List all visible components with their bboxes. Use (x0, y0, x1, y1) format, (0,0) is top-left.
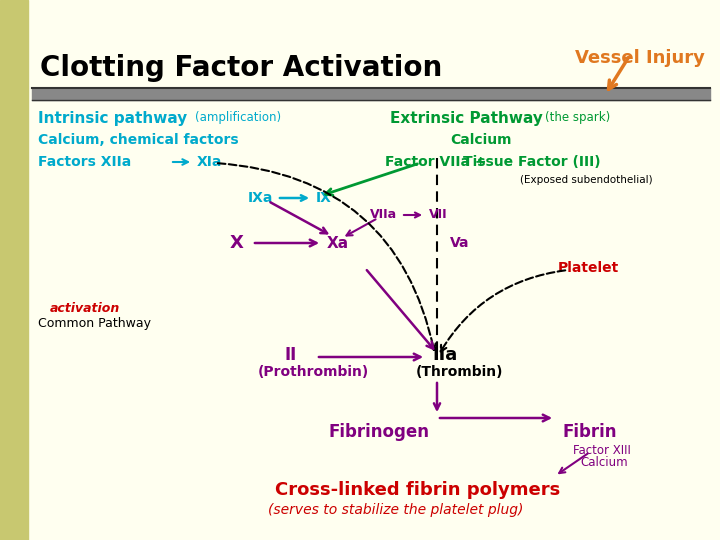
Text: VII: VII (429, 208, 448, 221)
Text: Fibrinogen: Fibrinogen (328, 423, 429, 441)
Text: Factor XIII: Factor XIII (573, 443, 631, 456)
Text: Calcium, chemical factors: Calcium, chemical factors (38, 133, 238, 147)
Text: Calcium: Calcium (580, 456, 628, 469)
Text: Vessel Injury: Vessel Injury (575, 49, 705, 67)
Text: Common Pathway: Common Pathway (38, 316, 151, 329)
Text: Fibrin: Fibrin (563, 423, 618, 441)
Text: (Prothrombin): (Prothrombin) (258, 365, 369, 379)
Text: Tissue Factor (III): Tissue Factor (III) (463, 155, 600, 169)
Text: Xa: Xa (327, 235, 349, 251)
Text: VIIa: VIIa (370, 208, 397, 221)
Text: IXa: IXa (248, 191, 274, 205)
Text: IX: IX (316, 191, 332, 205)
Text: (Thrombin): (Thrombin) (416, 365, 503, 379)
Text: activation: activation (50, 301, 120, 314)
Text: X: X (230, 234, 244, 252)
Text: Extrinsic Pathway: Extrinsic Pathway (390, 111, 543, 125)
Text: (the spark): (the spark) (545, 111, 611, 125)
Text: Va: Va (450, 236, 469, 250)
Text: XIa: XIa (197, 155, 222, 169)
Text: Factors XIIa: Factors XIIa (38, 155, 131, 169)
Text: Factor VIIa +: Factor VIIa + (385, 155, 491, 169)
Bar (0, 0, 28, 540)
Text: Cross-linked fibrin polymers: Cross-linked fibrin polymers (275, 481, 560, 499)
Text: Clotting Factor Activation: Clotting Factor Activation (40, 54, 442, 82)
Text: Calcium: Calcium (450, 133, 511, 147)
Text: Platelet: Platelet (558, 261, 619, 275)
Text: (serves to stabilize the platelet plug): (serves to stabilize the platelet plug) (268, 503, 523, 517)
Text: (amplification): (amplification) (195, 111, 281, 125)
Text: Intrinsic pathway: Intrinsic pathway (38, 111, 187, 125)
Text: II: II (285, 346, 297, 364)
Text: IIa: IIa (432, 346, 457, 364)
Text: (Exposed subendothelial): (Exposed subendothelial) (520, 175, 652, 185)
